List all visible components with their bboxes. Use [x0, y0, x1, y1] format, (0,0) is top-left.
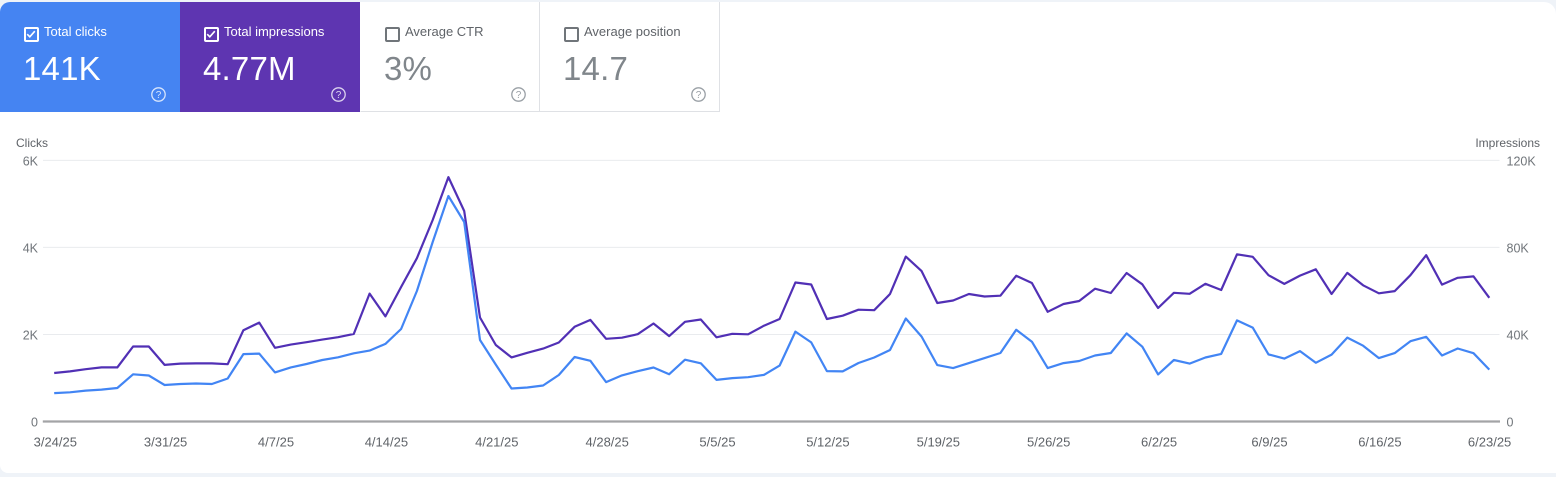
svg-text:40K: 40K: [1507, 328, 1530, 342]
svg-text:3/24/25: 3/24/25: [34, 435, 77, 450]
svg-text:?: ?: [336, 90, 342, 101]
svg-text:Clicks: Clicks: [16, 136, 48, 150]
svg-text:6/16/25: 6/16/25: [1358, 435, 1401, 450]
svg-text:2K: 2K: [23, 328, 39, 342]
svg-text:6/9/25: 6/9/25: [1251, 435, 1287, 450]
svg-text:Impressions: Impressions: [1475, 136, 1540, 150]
svg-text:4/21/25: 4/21/25: [475, 435, 518, 450]
svg-text:0: 0: [1507, 415, 1514, 429]
svg-text:80K: 80K: [1507, 241, 1530, 255]
svg-text:5/5/25: 5/5/25: [699, 435, 735, 450]
svg-text:4/14/25: 4/14/25: [365, 435, 408, 450]
svg-text:0: 0: [31, 415, 38, 429]
svg-text:6K: 6K: [23, 154, 39, 168]
svg-text:6/23/25: 6/23/25: [1468, 435, 1511, 450]
svg-text:4/28/25: 4/28/25: [586, 435, 629, 450]
svg-text:120K: 120K: [1507, 154, 1537, 168]
svg-text:3/31/25: 3/31/25: [144, 435, 187, 450]
svg-text:?: ?: [516, 90, 522, 101]
svg-text:4K: 4K: [23, 241, 39, 255]
svg-text:5/26/25: 5/26/25: [1027, 435, 1070, 450]
svg-text:5/19/25: 5/19/25: [917, 435, 960, 450]
svg-text:6/2/25: 6/2/25: [1141, 435, 1177, 450]
svg-text:4/7/25: 4/7/25: [258, 435, 294, 450]
svg-text:?: ?: [156, 90, 162, 101]
svg-text:5/12/25: 5/12/25: [806, 435, 849, 450]
svg-text:?: ?: [696, 90, 702, 101]
